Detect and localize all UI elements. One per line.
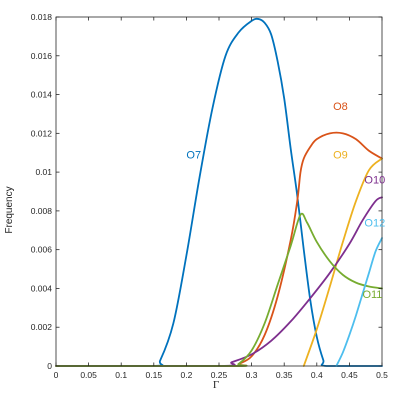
series-line-o11 [55, 212, 383, 367]
y-tick-label: 0.01 [35, 167, 52, 177]
y-tick-label: 0.014 [31, 90, 53, 100]
x-tick-label: 0.2 [180, 370, 192, 380]
series-label-o11: O11 [362, 289, 382, 301]
y-tick-label: 0.018 [31, 12, 53, 22]
x-tick-label: 0.4 [311, 370, 323, 380]
x-tick-label: 0.5 [376, 370, 388, 380]
x-tick-label: 0 [54, 370, 59, 380]
y-tick-label: 0 [47, 361, 52, 371]
series-label-o8: O8 [333, 101, 348, 113]
x-tick-label: 0.15 [146, 370, 163, 380]
y-tick-label: 0.012 [31, 128, 53, 138]
x-tick-label: 0.35 [276, 370, 293, 380]
x-axis-title: Γ [213, 379, 219, 391]
y-tick-label: 0.008 [31, 206, 53, 216]
plot-frame [55, 16, 383, 367]
y-tick-label: 0.002 [31, 322, 53, 332]
series-line-o8 [55, 131, 383, 367]
x-tick-label: 0.05 [80, 370, 97, 380]
series-line-o7 [55, 17, 383, 367]
y-axis-title: Frequency [4, 186, 15, 233]
series-labels: O7 O8 O9 O10 O11 O12 [186, 101, 385, 301]
series-label-o10: O10 [364, 175, 385, 187]
x-tick-label: 0.45 [341, 370, 358, 380]
series-label-o7: O7 [186, 150, 201, 162]
series-line-o9 [302, 157, 383, 367]
axes: 0 0.05 0.1 0.15 0.2 0.25 0.3 0.35 0.4 0.45 0.5 0 0.0… [31, 12, 388, 380]
series-label-o12: O12 [364, 217, 385, 229]
y-tick-label: 0.006 [31, 245, 53, 255]
x-tick-label: 0.25 [211, 370, 228, 380]
y-tick-label: 0.016 [31, 51, 53, 61]
x-tick-label: 0.1 [115, 370, 127, 380]
x-tick-label: 0.3 [246, 370, 258, 380]
series-label-o9: O9 [333, 150, 348, 162]
series-line-o12 [335, 237, 383, 367]
series-line-o10 [55, 196, 383, 367]
y-tick-label: 0.004 [31, 283, 53, 293]
series-curves [55, 17, 383, 367]
